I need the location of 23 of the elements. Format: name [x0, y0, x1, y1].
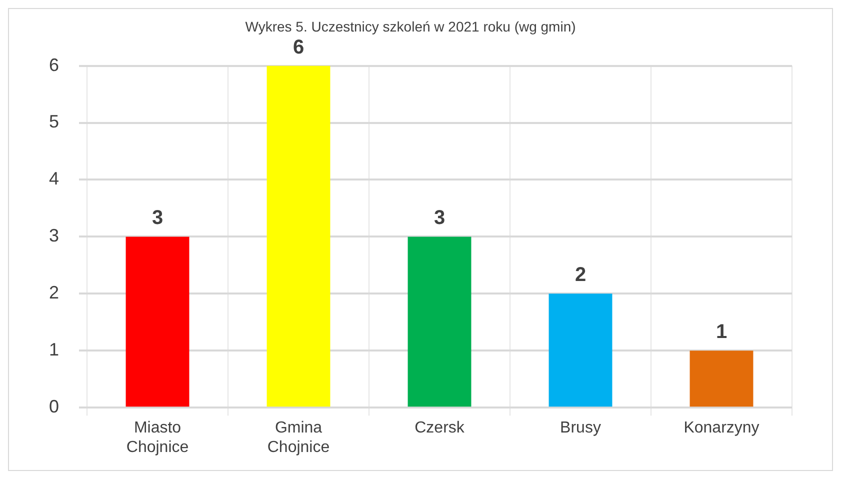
- x-tick-label: Gmina Chojnice: [267, 420, 330, 456]
- x-tick-label: Konarzyny: [684, 420, 760, 437]
- data-label: 3: [152, 207, 164, 230]
- x-tick-label: Miasto Chojnice: [126, 420, 189, 456]
- data-label: 3: [434, 207, 446, 230]
- data-label: 6: [292, 36, 304, 58]
- x-tick-label: Czersk: [414, 420, 466, 437]
- chart-title: Wykres 5. Uczestnicy szkoleń w 2021 roku (wg gmin): [245, 18, 576, 34]
- y-tick-label: 2: [48, 282, 60, 303]
- y-tick-label: 6: [48, 54, 60, 75]
- bar: [548, 294, 612, 407]
- bar: [126, 236, 190, 407]
- y-tick-label: 4: [48, 168, 60, 189]
- y-tick-label: 3: [48, 226, 60, 246]
- bar: [266, 66, 330, 407]
- data-label: 1: [716, 321, 728, 344]
- y-tick-label: 1: [48, 340, 60, 360]
- y-tick-label: 0: [48, 396, 60, 417]
- y-tick-label: 5: [48, 112, 60, 132]
- data-label: 2: [574, 264, 586, 286]
- x-tick-label: Brusy: [560, 420, 601, 437]
- bar: [408, 236, 472, 407]
- bar: [690, 350, 754, 407]
